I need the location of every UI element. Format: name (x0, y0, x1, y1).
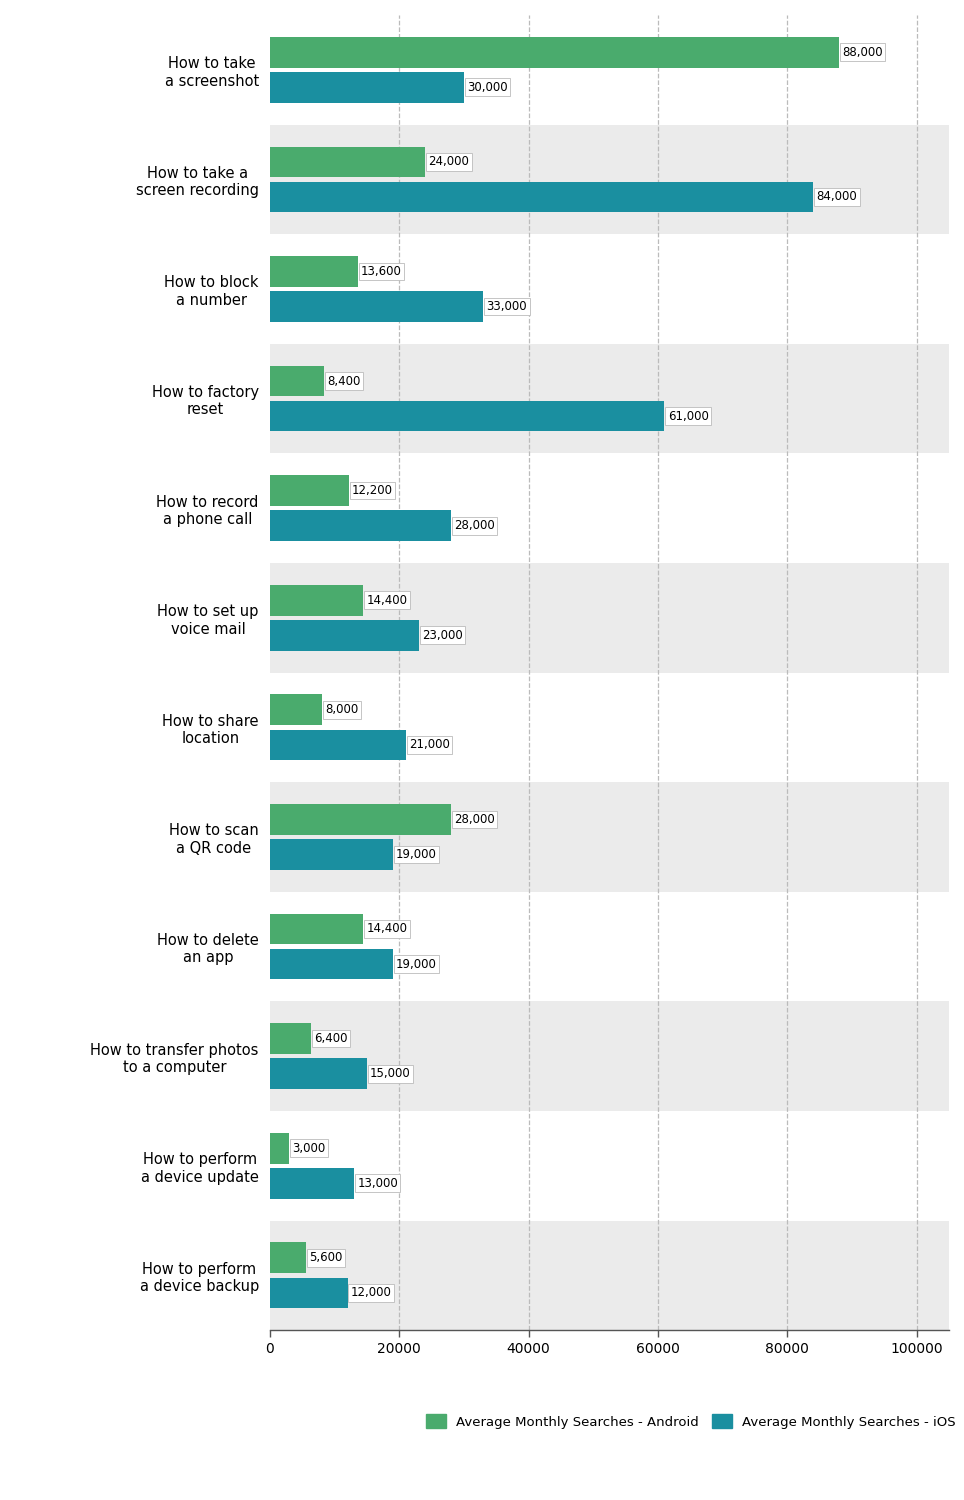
Bar (270, 694, 322, 724)
Text: 28,000: 28,000 (454, 813, 495, 826)
Bar (270, 839, 392, 870)
Text: 12,000: 12,000 (351, 1287, 391, 1299)
Bar (270, 366, 324, 396)
Bar (270, 1242, 307, 1274)
Text: 8,000: 8,000 (325, 704, 359, 717)
Text: 23,000: 23,000 (422, 628, 463, 642)
Bar (270, 124, 949, 234)
Bar (270, 453, 949, 562)
Text: 8,400: 8,400 (328, 375, 361, 387)
Text: 24,000: 24,000 (428, 156, 469, 168)
Text: 3,000: 3,000 (292, 1142, 326, 1155)
Bar (270, 256, 358, 286)
Text: 21,000: 21,000 (409, 738, 450, 752)
Bar (270, 1002, 949, 1112)
Text: 30,000: 30,000 (468, 81, 508, 94)
Bar (270, 914, 363, 945)
Bar (270, 72, 464, 102)
Text: 13,600: 13,600 (362, 266, 402, 278)
Text: 12,200: 12,200 (352, 484, 393, 496)
Bar (270, 1132, 289, 1164)
Bar (270, 1221, 949, 1330)
Bar (270, 400, 664, 432)
Bar (270, 344, 949, 453)
Bar (270, 620, 418, 651)
Text: 33,000: 33,000 (487, 300, 527, 313)
Bar (270, 729, 406, 760)
Bar (270, 1023, 311, 1054)
Bar (270, 510, 451, 542)
Bar (270, 15, 949, 125)
Bar (270, 891, 949, 1002)
Text: 13,000: 13,000 (358, 1178, 398, 1190)
Text: 14,400: 14,400 (366, 594, 407, 606)
Text: 61,000: 61,000 (668, 410, 709, 423)
Bar (270, 782, 949, 891)
Bar (270, 585, 363, 615)
Text: 28,000: 28,000 (454, 519, 495, 532)
Text: 15,000: 15,000 (370, 1066, 411, 1080)
Bar (270, 476, 349, 506)
Bar (270, 1278, 348, 1308)
Text: 19,000: 19,000 (396, 957, 437, 970)
Text: 19,000: 19,000 (396, 847, 437, 861)
Bar (270, 804, 451, 834)
Text: 6,400: 6,400 (314, 1032, 348, 1046)
Bar (270, 672, 949, 782)
Bar (270, 147, 425, 177)
Bar (270, 291, 483, 322)
Bar (270, 38, 839, 68)
Bar (270, 1168, 354, 1198)
Bar (270, 182, 814, 213)
Text: 88,000: 88,000 (843, 46, 883, 58)
Bar (270, 562, 949, 672)
Bar (270, 948, 392, 980)
Text: 5,600: 5,600 (309, 1251, 343, 1264)
Bar (270, 234, 949, 344)
Text: 84,000: 84,000 (817, 190, 857, 204)
Text: 14,400: 14,400 (366, 922, 407, 936)
Bar (270, 1112, 949, 1221)
Legend: Average Monthly Searches - Android, Average Monthly Searches - iOS: Average Monthly Searches - Android, Aver… (420, 1408, 961, 1434)
Bar (270, 1059, 367, 1089)
